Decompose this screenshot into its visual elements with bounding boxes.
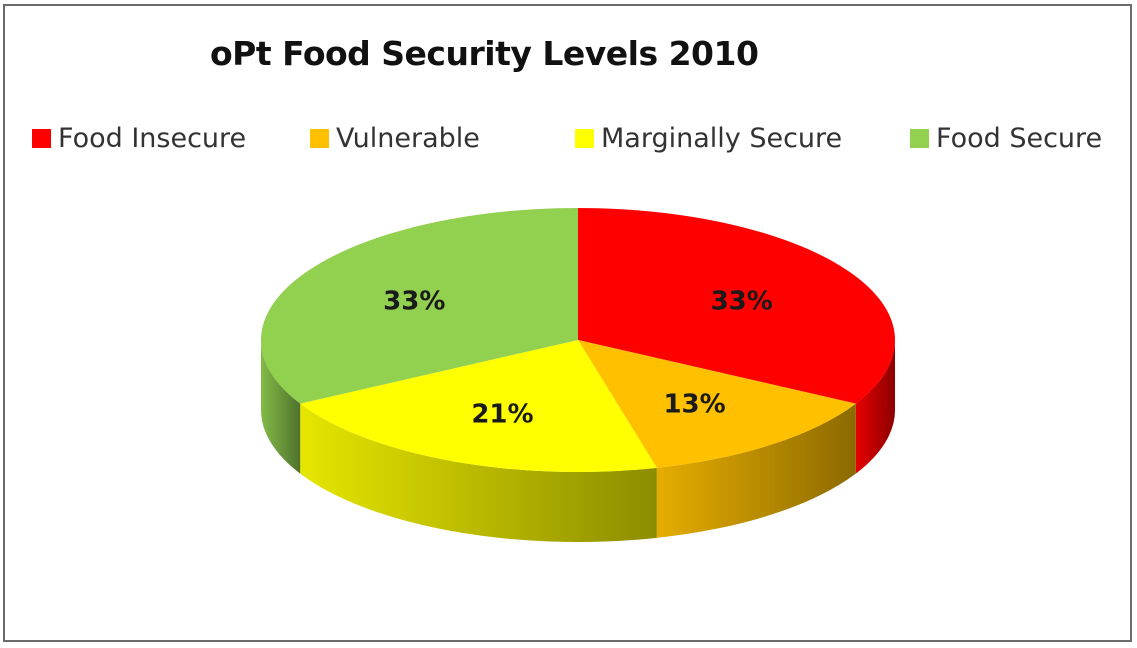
pie-side-marginally-secure: [300, 403, 657, 542]
pie-side-food-insecure: [855, 340, 895, 474]
chart-legend: Food Insecure Vulnerable Marginally Secu…: [5, 116, 1134, 160]
pie-slice-food-insecure: [578, 208, 896, 404]
legend-swatch-food-insecure: [32, 128, 51, 148]
pie-slice-vulnerable: [578, 340, 856, 468]
data-label-marginally-secure: 21%: [471, 400, 533, 430]
data-label-food-insecure: 33%: [711, 287, 773, 317]
pie-side-food-secure: [261, 340, 301, 474]
legend-item-marginally-secure: Marginally Secure: [575, 116, 842, 160]
pie-slice-food-secure: [260, 207, 578, 404]
data-label-food-secure: 33%: [383, 287, 445, 317]
legend-label-vulnerable: Vulnerable: [336, 122, 480, 154]
legend-label-food-insecure: Food Insecure: [58, 122, 247, 154]
legend-label-marginally-secure: Marginally Secure: [601, 122, 843, 154]
legend-swatch-marginally-secure: [575, 128, 594, 148]
legend-label-food-secure: Food Secure: [936, 122, 1103, 154]
legend-swatch-vulnerable: [310, 128, 329, 148]
legend-swatch-food-secure: [910, 128, 929, 148]
data-label-vulnerable: 13%: [663, 390, 725, 420]
pie-slice-marginally-secure: [300, 340, 657, 472]
legend-item-vulnerable: Vulnerable: [310, 116, 480, 160]
chart-title: oPt Food Security Levels 2010: [210, 34, 759, 73]
legend-item-food-insecure: Food Insecure: [32, 116, 246, 160]
legend-item-food-secure: Food Secure: [910, 116, 1102, 160]
pie-side-vulnerable: [656, 403, 856, 538]
